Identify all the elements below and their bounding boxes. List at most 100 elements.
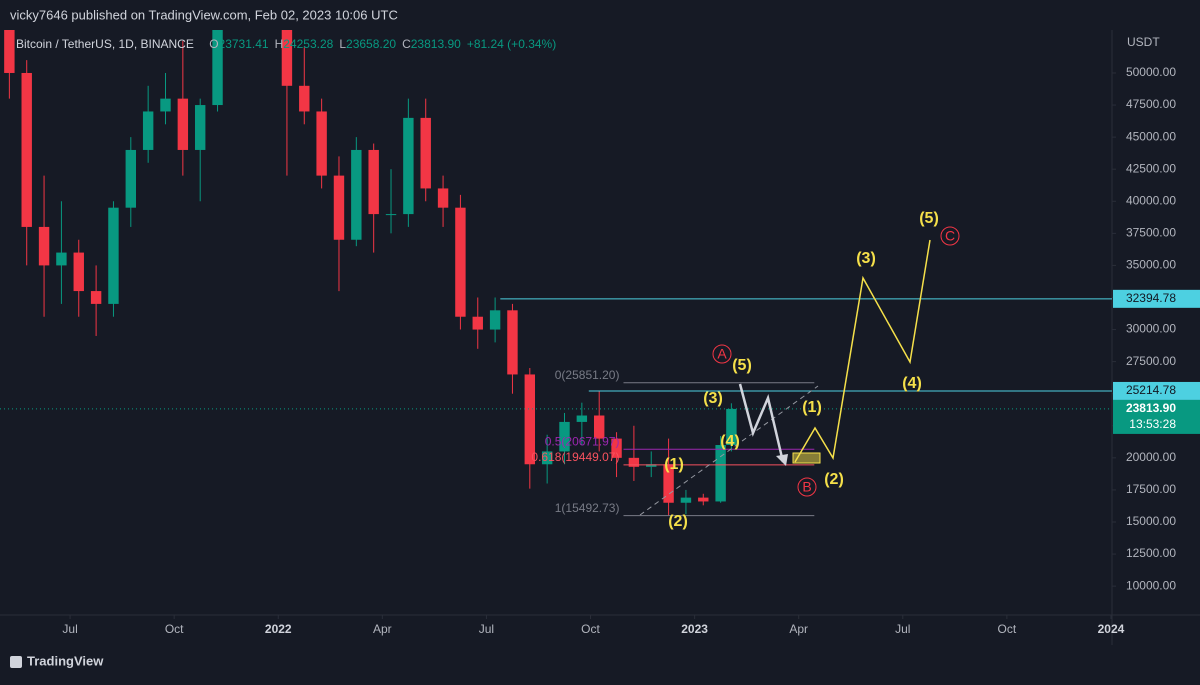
candle-body [541, 451, 553, 465]
x-tick-label: 2022 [265, 622, 292, 636]
fib-label: 0(25851.20) [555, 368, 620, 382]
candle-body [489, 310, 501, 330]
wave-label: (3) [856, 250, 876, 267]
candle-body [455, 207, 466, 317]
candle-body [524, 374, 536, 465]
candle-body [611, 438, 622, 458]
candle-body [38, 226, 50, 266]
candle-body [420, 117, 431, 189]
symbol: Bitcoin / TetherUS, 1D, BINANCE [16, 37, 194, 51]
x-tick-label: 2023 [681, 622, 708, 636]
wave-label: (2) [824, 471, 844, 488]
candle-body [646, 464, 657, 467]
change: +81.24 (+0.34%) [467, 37, 556, 51]
candle-body [663, 464, 674, 503]
y-tick-label: 30000.00 [1126, 322, 1176, 336]
symbol-legend: Bitcoin / TetherUS, 1D, BINANCE O23731.4… [16, 37, 556, 51]
countdown: 13:53:28 [1129, 417, 1176, 431]
candle-body [351, 149, 362, 240]
y-tick-label: 45000.00 [1126, 129, 1176, 143]
footer-logo: TradingView [10, 653, 104, 668]
candle-body [281, 30, 293, 86]
ohlc-value: 23731.41 [219, 37, 269, 51]
wave-letter: A [717, 346, 727, 362]
plot-area [0, 30, 1112, 517]
x-tick-label: Jul [479, 622, 494, 636]
last-price-tag [1113, 399, 1200, 434]
wave-letter: C [945, 228, 955, 244]
publish-header: vicky7646 published on TradingView.com, … [10, 7, 398, 22]
candle-body [726, 408, 737, 446]
wave-label: (2) [668, 513, 688, 530]
fib-label: 0.618(19449.07) [531, 450, 619, 464]
candle-body [316, 111, 327, 176]
candle-body [21, 72, 32, 227]
y-tick-label: 17500.00 [1126, 482, 1176, 496]
candle-body [715, 445, 726, 502]
target-zone [792, 452, 821, 464]
candle-body [73, 252, 84, 292]
x-tick-label: Oct [998, 622, 1017, 636]
y-tick-label: 27500.00 [1126, 354, 1176, 368]
ohlc-value: 24253.28 [283, 37, 333, 51]
trend-line [639, 385, 819, 516]
candle-body [194, 105, 206, 150]
wave-label: (5) [732, 357, 752, 374]
ohlc-key: C [402, 37, 411, 51]
y-tick-label: 37500.00 [1126, 226, 1176, 240]
x-tick-label: Jul [62, 622, 77, 636]
y-tick-label: 12500.00 [1126, 546, 1176, 560]
y-tick-label: 50000.00 [1126, 65, 1176, 79]
ohlc-key: O [209, 37, 218, 51]
y-tick-label: 42500.00 [1126, 161, 1176, 175]
ohlc-value: 23813.90 [411, 37, 461, 51]
ohlc-key: H [275, 37, 284, 51]
level-label: 25214.78 [1126, 383, 1176, 397]
candle-body [507, 310, 518, 375]
candle-body [576, 415, 588, 422]
last-price-label: 23813.90 [1126, 401, 1176, 415]
y-tick-label: 47500.00 [1126, 97, 1176, 111]
x-tick-label: Apr [373, 622, 392, 636]
candle-body [385, 214, 397, 216]
candle-body [698, 497, 709, 502]
wave-letter: B [802, 479, 811, 495]
fib-label: 1(15492.73) [555, 501, 620, 515]
arrow-head [776, 454, 788, 466]
currency: USDT [1127, 35, 1160, 49]
candle-body [142, 111, 154, 150]
y-tick-label: 10000.00 [1126, 578, 1176, 592]
candle-body [212, 30, 223, 106]
wave-label: (5) [919, 210, 939, 227]
level-tag [1113, 381, 1200, 400]
correction-path [738, 383, 785, 463]
y-tick-label: 40000.00 [1126, 193, 1176, 207]
wave-circle [940, 226, 960, 246]
ohlc-key: L [339, 37, 346, 51]
wave-circle [797, 477, 817, 497]
wave-label: (1) [802, 399, 822, 416]
candle-body [559, 421, 570, 452]
wave-circle [712, 344, 732, 364]
candle-body [680, 497, 692, 503]
wave-label: (4) [720, 433, 740, 450]
x-tick-label: Jul [895, 622, 910, 636]
wave-path [794, 239, 931, 463]
candle-body [368, 149, 379, 215]
candle-body [108, 207, 119, 304]
candle-body [90, 291, 102, 304]
candle-body [333, 175, 345, 240]
candle-body [437, 188, 449, 208]
candle-body [472, 316, 483, 330]
y-tick-label: 20000.00 [1126, 450, 1176, 464]
candle-body [299, 85, 310, 112]
x-tick-label: Oct [165, 622, 184, 636]
x-tick-label: Apr [789, 622, 808, 636]
y-tick-label: 35000.00 [1126, 258, 1176, 272]
candle-body [125, 149, 137, 208]
candle-body [403, 117, 414, 215]
logo-mark [10, 656, 22, 668]
x-tick-label: Oct [581, 622, 600, 636]
level-tag [1113, 289, 1200, 308]
